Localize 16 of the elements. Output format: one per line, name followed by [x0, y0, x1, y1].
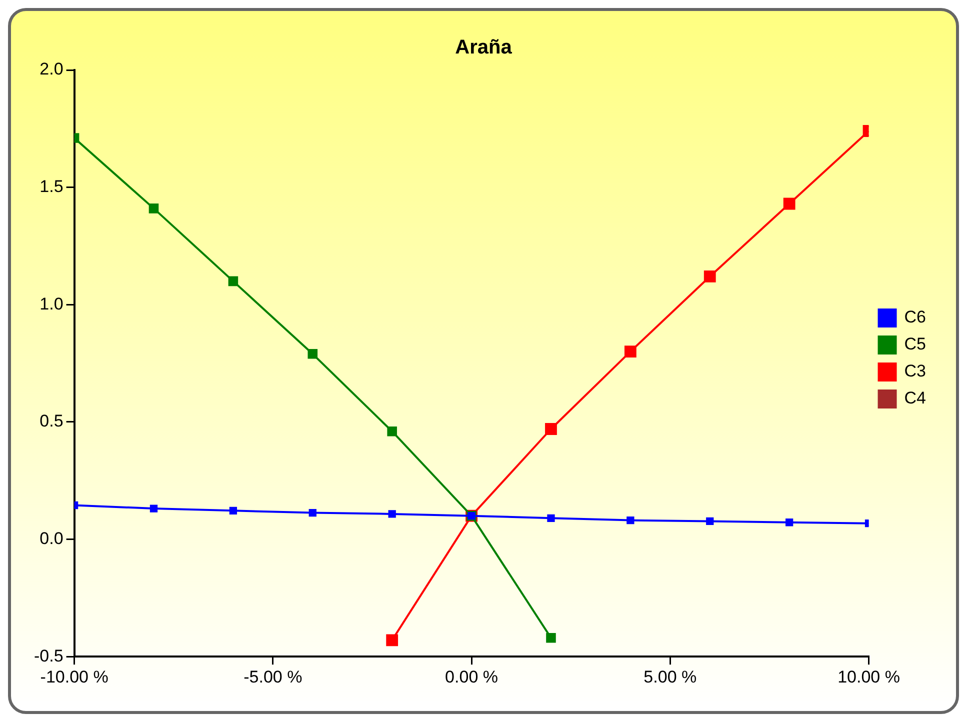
y-tick-label: -0.5 [34, 646, 64, 666]
legend-label: C3 [904, 362, 926, 381]
chart-title: Araña [455, 36, 513, 59]
x-tick-label: -5.00 % [244, 667, 302, 686]
y-tick-label: 0.5 [40, 412, 64, 431]
x-tick-label: 0.00 % [445, 667, 498, 686]
legend-label: C6 [904, 308, 926, 327]
y-tick-label: 0.0 [40, 528, 64, 548]
y-tick-label: 1.0 [40, 294, 64, 314]
y-tick-label: 2.0 [40, 60, 64, 79]
x-tick-label: -10.00 % [40, 667, 108, 686]
legend-label: C5 [904, 334, 926, 354]
y-tick-label: 1.5 [40, 177, 64, 196]
legend-label: C4 [904, 388, 926, 408]
x-tick-label: 10.00 % [838, 667, 900, 686]
x-tick-label: 5.00 % [644, 667, 697, 686]
